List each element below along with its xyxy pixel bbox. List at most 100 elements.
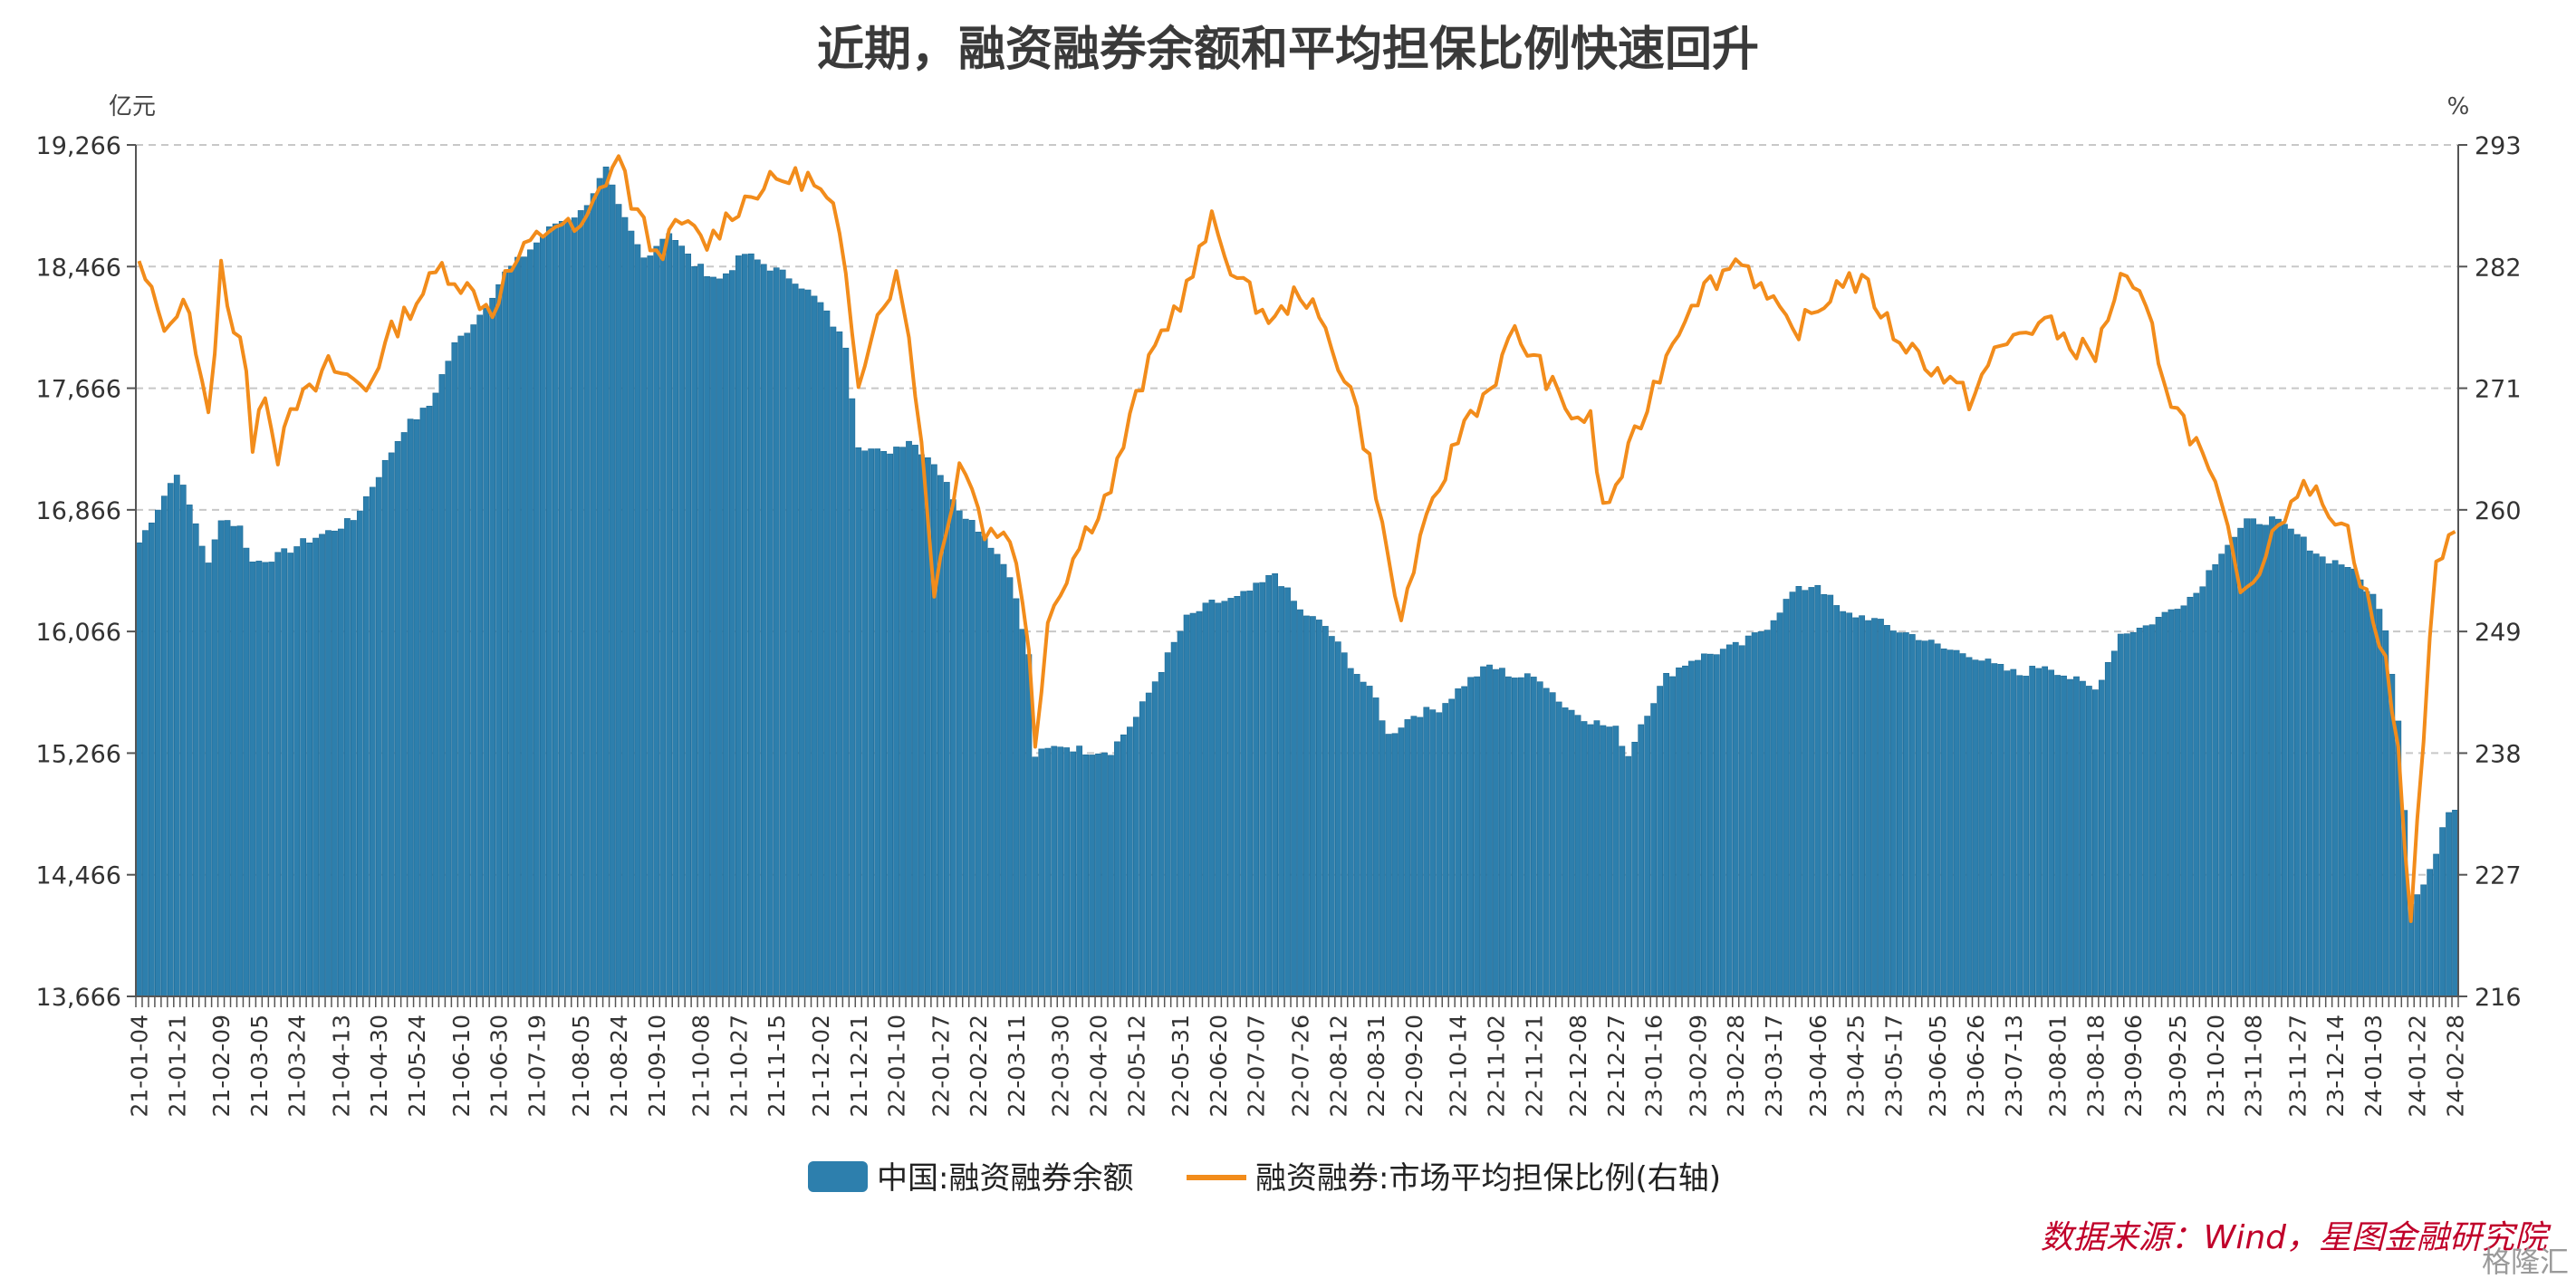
margin-balance-bar <box>1669 676 1676 997</box>
axes <box>135 145 2459 1007</box>
x-tick-label: 22-03-30 <box>1048 1015 1074 1117</box>
margin-balance-bar <box>1341 652 1348 997</box>
margin-balance-bar <box>1353 674 1360 997</box>
margin-balance-bar <box>1549 692 1556 997</box>
x-tick-label: 23-07-13 <box>2001 1015 2027 1117</box>
margin-balance-bar <box>1013 598 1020 997</box>
x-tick-label: 21-04-13 <box>328 1015 354 1117</box>
x-tick-label: 22-07-07 <box>1244 1015 1270 1117</box>
margin-balance-bar <box>287 553 294 997</box>
margin-balance-bar <box>723 273 729 997</box>
margin-balance-bar <box>2325 563 2332 997</box>
margin-balance-bar <box>1946 649 1954 997</box>
margin-balance-bar <box>1725 644 1733 997</box>
right-tick-label: 271 <box>2475 376 2522 404</box>
x-tick-label: 21-03-05 <box>246 1015 273 1117</box>
margin-balance-bar <box>1562 707 1569 997</box>
margin-balance-bar <box>1612 726 1620 997</box>
margin-balance-bar <box>2218 553 2225 997</box>
margin-balance-bar <box>1997 664 2004 997</box>
margin-balance-bar <box>160 495 168 997</box>
margin-balance-bar <box>956 510 963 997</box>
margin-balance-bar <box>1657 686 1664 997</box>
margin-balance-bar <box>545 226 553 997</box>
margin-balance-bar <box>1871 618 1878 997</box>
margin-balance-bar <box>375 476 382 997</box>
margin-balance-bar <box>817 302 824 997</box>
margin-balance-bar <box>874 448 881 997</box>
left-tick-label: 18,466 <box>36 254 121 282</box>
margin-balance-bar <box>1372 697 1379 997</box>
margin-balance-bar <box>2054 675 2061 997</box>
margin-balance-bar <box>2042 666 2049 997</box>
margin-balance-bar <box>2433 853 2439 997</box>
margin-balance-bar <box>1908 634 1916 997</box>
margin-balance-bar <box>224 520 231 997</box>
margin-balance-bar <box>1404 719 1411 997</box>
x-tick-label: 23-02-28 <box>1723 1015 1749 1117</box>
margin-balance-bar <box>1423 707 1430 997</box>
margin-balance-bar <box>1606 726 1613 997</box>
margin-balance-bar <box>1480 666 1486 997</box>
margin-balance-bar <box>1821 593 1828 997</box>
x-tick-label: 23-11-27 <box>2284 1015 2311 1117</box>
margin-balance-bar <box>558 220 565 997</box>
margin-balance-bar <box>887 453 893 997</box>
margin-balance-bar <box>1991 663 1998 997</box>
x-tick-label: 23-11-08 <box>2241 1015 2267 1117</box>
margin-balance-bar <box>2293 534 2301 997</box>
x-tick-label: 22-02-22 <box>966 1015 992 1117</box>
x-tick-label: 23-06-26 <box>1963 1015 1989 1117</box>
margin-balance-bar <box>312 537 319 997</box>
x-tick-label: 21-01-21 <box>164 1015 190 1117</box>
margin-balance-bar <box>2376 609 2383 997</box>
margin-balance-bar <box>1536 681 1543 997</box>
margin-balance-bar <box>344 518 351 997</box>
x-tick-label: 22-12-27 <box>1603 1015 1629 1117</box>
margin-balance-bar <box>1391 733 1399 997</box>
margin-balance-bar <box>577 210 584 997</box>
margin-balance-bar <box>1328 636 1335 997</box>
margin-balance-bar <box>1265 574 1273 997</box>
x-tick-label: 22-10-14 <box>1446 1015 1472 1117</box>
margin-balance-bar <box>2193 592 2200 997</box>
margin-balance-bar <box>179 485 187 997</box>
margin-balance-bar <box>483 307 490 997</box>
x-tick-label: 24-01-22 <box>2405 1015 2431 1117</box>
margin-balance-bar <box>1063 747 1071 997</box>
margin-balance-bar <box>2231 536 2238 997</box>
x-tick-label: 23-02-09 <box>1685 1015 1711 1117</box>
margin-balance-bar <box>438 374 446 997</box>
margin-balance-bar <box>1253 582 1260 997</box>
margin-balance-bar <box>609 184 616 997</box>
margin-balance-bar <box>2331 560 2339 997</box>
margin-balance-bar <box>521 256 527 997</box>
margin-balance-bar <box>1303 615 1310 997</box>
left-tick-label: 14,466 <box>36 862 121 890</box>
margin-balance-bar <box>426 406 433 997</box>
margin-balance-bar <box>1972 659 1979 997</box>
margin-balance-bar <box>306 543 312 997</box>
left-tick-label: 19,266 <box>36 132 121 160</box>
margin-balance-bar <box>1625 755 1632 997</box>
margin-balance-bar <box>2117 633 2124 997</box>
margin-balance-bar <box>2073 676 2080 997</box>
margin-balance-bar <box>540 236 546 997</box>
margin-balance-bar <box>1486 664 1493 997</box>
left-tick-label: 16,066 <box>36 619 121 647</box>
x-tick-label: 23-08-01 <box>2045 1015 2071 1117</box>
x-tick-label: 21-07-19 <box>524 1015 550 1117</box>
margin-balance-bar <box>362 495 370 997</box>
x-tick-label: 23-12-14 <box>2322 1015 2349 1117</box>
margin-balance-bar <box>1360 681 1367 997</box>
margin-balance-bar <box>949 499 956 997</box>
left-tick-label: 17,666 <box>36 376 121 404</box>
margin-balance-bar <box>262 562 269 997</box>
margin-balance-bar <box>1164 652 1171 997</box>
x-tick-label: 22-01-10 <box>884 1015 910 1117</box>
margin-balance-bar <box>217 520 225 997</box>
margin-balance-bar <box>2067 678 2073 997</box>
margin-balance-bar <box>1278 586 1284 997</box>
margin-balance-bar <box>962 518 969 997</box>
margin-balance-bar <box>571 217 578 997</box>
